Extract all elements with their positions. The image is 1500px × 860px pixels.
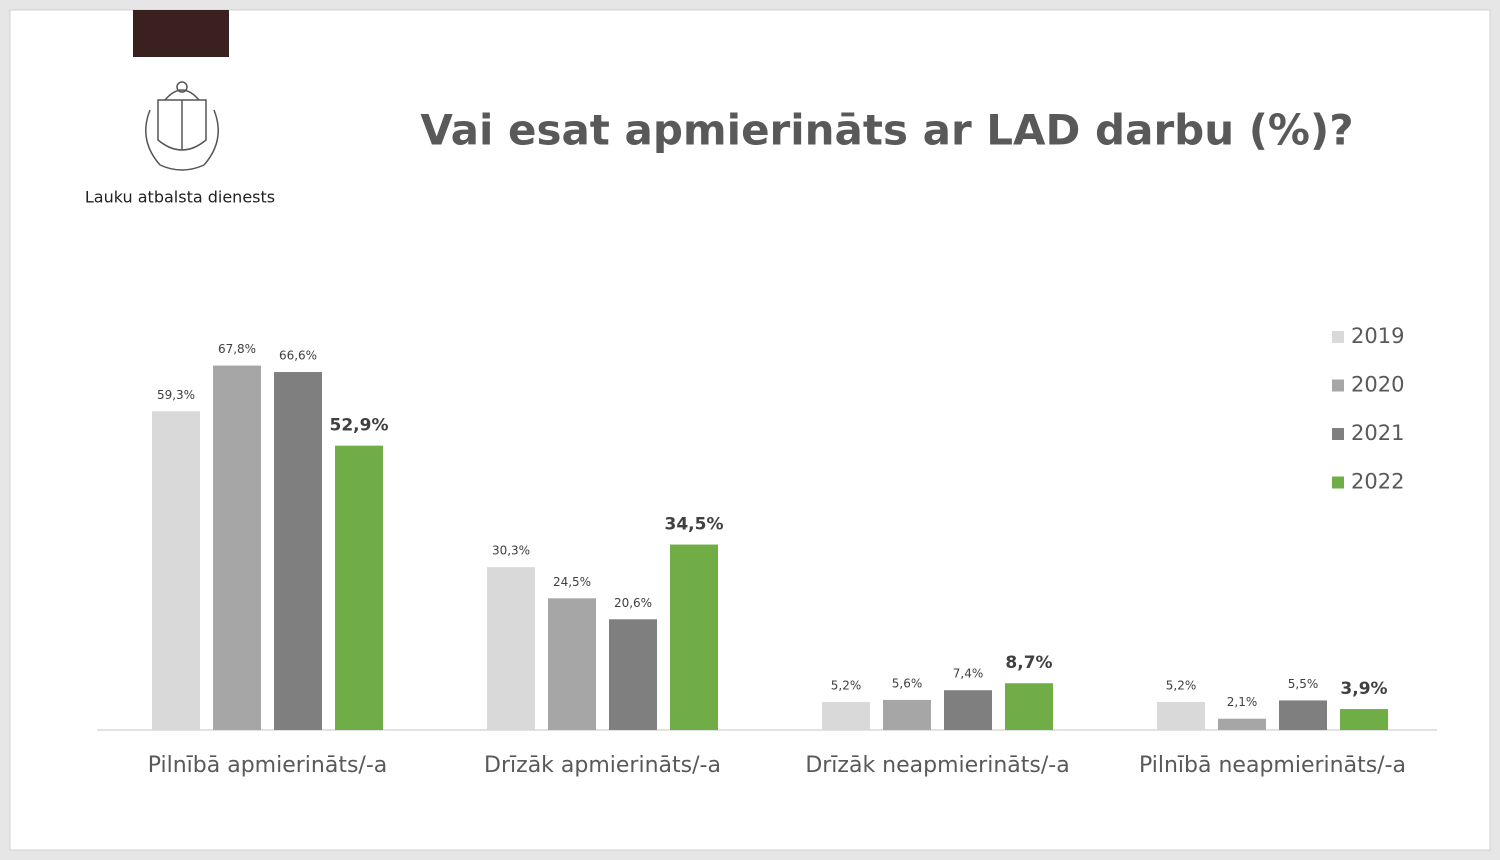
bar — [1005, 683, 1053, 730]
value-label: 7,4% — [953, 667, 984, 681]
bar — [1279, 700, 1327, 730]
bar — [670, 544, 718, 730]
value-label: 2,1% — [1227, 695, 1258, 709]
value-label: 5,6% — [892, 676, 923, 690]
value-label: 8,7% — [1005, 653, 1052, 673]
value-label: 59,3% — [157, 388, 195, 402]
value-label: 5,5% — [1288, 677, 1319, 691]
bar — [152, 411, 200, 730]
x-tick-label: Pilnībā neapmierināts/-a — [1139, 753, 1406, 778]
legend-swatch — [1332, 476, 1344, 489]
bar — [944, 690, 992, 730]
value-label: 3,9% — [1340, 679, 1387, 699]
legend-label: 2019 — [1351, 324, 1404, 348]
bar — [883, 699, 931, 730]
logo-text: Lauku atbalsta dienests — [85, 188, 275, 207]
bar — [548, 598, 596, 730]
legend-label: 2020 — [1351, 373, 1404, 397]
value-label: 34,5% — [665, 515, 724, 535]
logo-emblem — [145, 81, 219, 171]
x-tick-label: Pilnībā apmierināts/-a — [148, 753, 388, 778]
value-label: 30,3% — [492, 544, 530, 558]
x-tick-label: Drīzāk neapmierināts/-a — [805, 753, 1069, 778]
bar — [1340, 709, 1388, 730]
value-label: 67,8% — [218, 342, 256, 356]
legend-label: 2022 — [1351, 470, 1404, 494]
legend-label: 2021 — [1351, 421, 1404, 445]
bar — [1157, 702, 1205, 730]
legend-swatch — [1332, 379, 1344, 392]
bar — [609, 619, 657, 730]
bar — [822, 702, 870, 730]
legend-swatch — [1332, 428, 1344, 440]
value-label: 52,9% — [330, 416, 389, 436]
bar — [487, 567, 535, 730]
value-label: 20,6% — [614, 596, 652, 610]
x-tick-label: Drīzāk apmierināts/-a — [484, 753, 721, 778]
value-label: 5,2% — [831, 679, 862, 693]
value-label: 66,6% — [279, 349, 317, 363]
bar — [213, 365, 261, 730]
value-label: 24,5% — [553, 575, 591, 589]
value-label: 5,2% — [1166, 679, 1197, 693]
chart-title: Vai esat apmierināts ar LAD darbu (%)? — [420, 106, 1353, 155]
bar — [335, 445, 383, 730]
bar — [274, 372, 322, 730]
brand-bar — [133, 10, 229, 57]
bar — [1218, 718, 1266, 730]
legend-swatch — [1332, 331, 1344, 343]
